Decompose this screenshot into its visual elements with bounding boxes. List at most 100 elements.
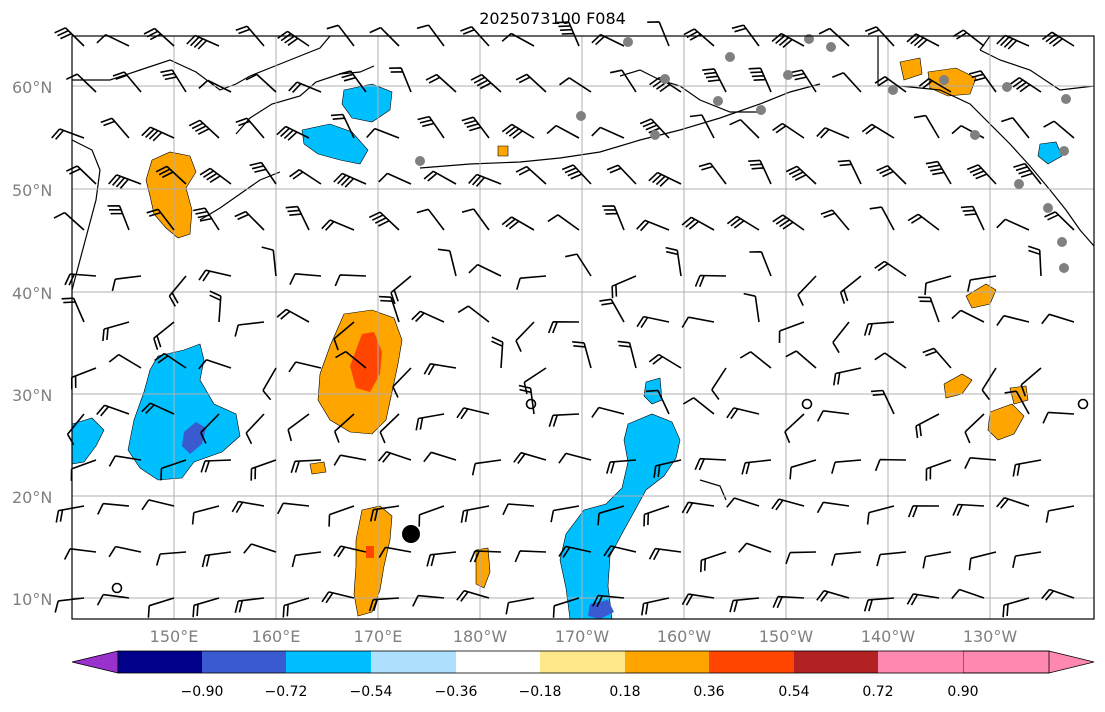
wind-barb: [96, 593, 130, 606]
wind-barb: [379, 295, 400, 323]
wind-barb: [112, 71, 142, 93]
wind-barb: [261, 246, 277, 277]
wind-barb: [647, 21, 670, 47]
wind-barb: [996, 34, 1030, 50]
storm-center-marker: [402, 525, 420, 543]
wind-barb: [906, 33, 940, 49]
positive-anomaly-area: [497, 145, 509, 157]
wind-barb: [1004, 390, 1030, 415]
lat-label: 40°N: [12, 284, 52, 303]
wind-barb: [726, 407, 760, 420]
wind-barb: [694, 457, 727, 471]
wind-barb: [729, 118, 760, 139]
wind-barb: [951, 588, 985, 600]
wind-barb: [547, 321, 580, 334]
wind-barb: [738, 542, 772, 553]
wind-barb: [874, 76, 907, 93]
wind-barb: [282, 597, 310, 618]
wind-barb: [289, 273, 322, 286]
wind-barb: [639, 118, 670, 139]
wind-barb: [996, 496, 1030, 509]
wind-barbs: [51, 21, 1075, 618]
wind-barb: [160, 459, 187, 481]
wind-barb: [456, 407, 490, 420]
wind-barb: [832, 321, 850, 354]
positive-anomaly-area: [309, 461, 327, 475]
colorbar-tick-label: −0.72: [265, 684, 308, 700]
wind-barb: [565, 253, 592, 277]
negative-anomaly-area: [1037, 141, 1063, 165]
wind-barb: [907, 505, 940, 518]
wind-barb: [1028, 245, 1042, 277]
wind-barb: [726, 497, 760, 508]
wind-barb: [321, 219, 355, 231]
station-marker: [783, 70, 793, 80]
wind-barb: [411, 310, 445, 323]
colorbar-segment: [371, 651, 456, 673]
wind-barb: [368, 211, 400, 231]
wind-barb: [288, 361, 322, 373]
wind-barb: [334, 274, 367, 287]
wind-barb: [234, 210, 265, 231]
wind-barb: [558, 545, 592, 558]
wind-barb: [778, 321, 805, 344]
wind-barb: [378, 172, 412, 185]
wind-barb: [379, 413, 400, 444]
wind-barb: [160, 69, 187, 93]
wind-barb: [335, 350, 367, 369]
wind-barb: [245, 73, 277, 93]
wind-barb: [143, 27, 175, 47]
wind-barb: [415, 413, 445, 431]
wind-barb: [277, 30, 310, 47]
wind-barb: [550, 505, 580, 523]
wind-barb: [952, 503, 985, 517]
wind-barb: [390, 275, 412, 305]
wind-barb: [831, 551, 862, 566]
wind-barb: [981, 367, 997, 401]
wind-barb: [1041, 588, 1075, 601]
wind-barb: [913, 114, 940, 139]
station-marker: [713, 96, 723, 106]
wind-barb: [63, 548, 97, 560]
wind-barb: [193, 207, 220, 231]
wind-barb: [423, 170, 457, 185]
station-marker: [888, 85, 898, 95]
wind-barb: [200, 459, 232, 473]
wind-barb: [338, 70, 367, 93]
wind-barb: [602, 205, 625, 231]
wind-barb: [636, 315, 670, 329]
colorbar-segment: [709, 651, 794, 673]
calm-marker: [1077, 398, 1089, 410]
wind-barb: [698, 162, 727, 185]
wind-barb: [276, 502, 310, 515]
colorbar-segment: [286, 651, 371, 673]
wind-barb: [1013, 162, 1042, 185]
wind-barb: [924, 275, 952, 296]
wind-barb: [235, 117, 265, 139]
wind-barb: [546, 124, 580, 139]
wind-barb: [918, 296, 940, 323]
latitude-labels: 60°N 50°N 40°N 30°N 20°N 10°N: [12, 78, 52, 609]
wind-barb: [741, 459, 772, 475]
wind-barb: [1041, 313, 1075, 325]
wind-barb: [457, 305, 490, 323]
wind-barb: [839, 275, 862, 304]
colorbar-segment: [794, 651, 878, 673]
calm-marker: [525, 398, 537, 410]
wind-barb: [816, 127, 850, 139]
wind-barb: [653, 459, 682, 478]
colorbar-segment: [878, 651, 963, 673]
station-markers: [415, 34, 1071, 273]
station-marker: [756, 105, 766, 115]
wind-barb: [816, 410, 850, 422]
wind-barb: [907, 213, 940, 231]
station-marker: [1059, 263, 1069, 273]
colorbar-segment: [540, 651, 625, 673]
station-marker: [660, 74, 670, 84]
colorbar-tick-label: −0.18: [519, 684, 562, 700]
wind-barb: [960, 205, 985, 231]
wind-barb: [515, 165, 547, 185]
wind-barb: [816, 501, 850, 514]
wind-barb: [516, 275, 547, 290]
positive-anomaly-area: [927, 67, 977, 97]
